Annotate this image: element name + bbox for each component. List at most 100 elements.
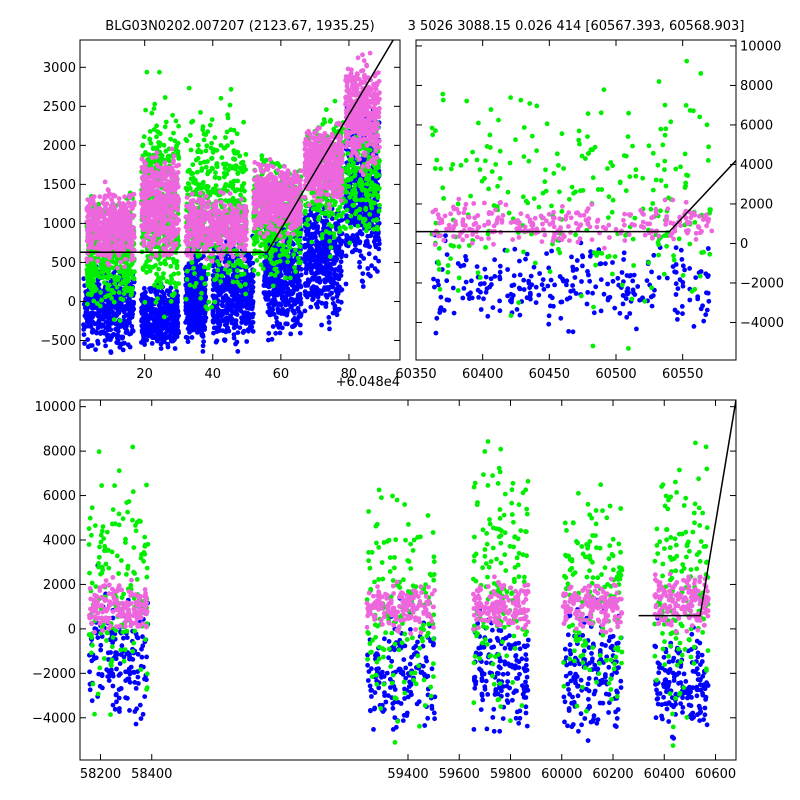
- data-point-green: [208, 189, 214, 195]
- data-point-blue: [246, 251, 252, 257]
- data-point-blue: [244, 305, 250, 311]
- data-point-blue: [291, 258, 296, 264]
- data-point-blue: [211, 330, 216, 336]
- data-point-green: [187, 167, 192, 173]
- data-point-blue: [215, 292, 221, 298]
- data-point-green: [237, 153, 243, 159]
- data-point-blue: [365, 266, 371, 271]
- data-point-green: [201, 264, 207, 270]
- data-point-blue: [323, 292, 329, 298]
- data-point-blue: [283, 271, 289, 276]
- data-point-blue: [153, 290, 158, 295]
- data-point-blue: [103, 313, 108, 318]
- data-point-blue: [250, 284, 256, 290]
- data-point-green: [85, 301, 90, 307]
- data-point-blue: [233, 310, 239, 316]
- data-point-green: [209, 140, 215, 146]
- data-point-blue: [333, 221, 338, 227]
- data-point-green: [130, 270, 136, 276]
- data-point-blue: [105, 323, 111, 329]
- data-point-blue: [225, 274, 230, 279]
- data-point-blue: [200, 285, 206, 291]
- data-point-green: [212, 299, 218, 305]
- data-point-green: [227, 198, 232, 204]
- data-point-green: [195, 169, 200, 175]
- data-point-green: [183, 185, 189, 191]
- data-point-blue: [297, 330, 303, 336]
- data-point-green: [243, 264, 249, 270]
- data-point-blue: [290, 308, 296, 313]
- data-point-green: [274, 259, 280, 265]
- data-point-green: [142, 299, 148, 305]
- data-point-green: [94, 301, 100, 306]
- data-point-blue: [238, 308, 244, 314]
- data-point-blue: [326, 320, 332, 325]
- data-point-blue: [105, 309, 110, 315]
- data-point-blue: [344, 203, 349, 209]
- data-point-blue: [89, 329, 95, 335]
- data-point-blue: [319, 218, 325, 224]
- data-point-blue: [270, 324, 276, 329]
- data-point-green: [196, 185, 202, 191]
- data-point-blue: [113, 326, 118, 332]
- data-point-green: [116, 290, 122, 295]
- data-point-green: [240, 169, 246, 175]
- data-point-blue: [312, 262, 318, 268]
- data-point-blue: [278, 278, 284, 284]
- data-point-blue: [328, 279, 334, 285]
- data-point-green: [198, 160, 203, 166]
- data-point-green: [231, 178, 237, 184]
- data-point-blue: [316, 270, 321, 275]
- data-point-blue: [360, 271, 366, 276]
- data-point-blue: [124, 306, 130, 312]
- data-point-blue: [227, 285, 232, 291]
- data-point-blue: [194, 301, 200, 307]
- data-point-blue: [314, 276, 319, 281]
- data-point-green: [184, 268, 190, 274]
- data-point-blue: [174, 307, 180, 312]
- data-point-green: [203, 148, 209, 154]
- data-point-green: [252, 236, 258, 242]
- data-point-green: [230, 185, 236, 191]
- data-point-blue: [290, 290, 296, 295]
- data-point-blue: [308, 304, 314, 310]
- data-point-green: [151, 145, 156, 151]
- data-point-green: [238, 192, 244, 198]
- data-point-green: [263, 254, 268, 260]
- data-point-blue: [84, 306, 89, 312]
- data-point-blue: [273, 330, 279, 336]
- data-point-green: [114, 284, 120, 290]
- data-point-blue: [334, 273, 340, 278]
- data-point-blue: [269, 311, 275, 317]
- data-point-blue: [85, 323, 91, 329]
- data-point-blue: [280, 285, 286, 290]
- data-point-blue: [118, 324, 124, 329]
- data-point-green: [276, 242, 282, 248]
- data-point-blue: [96, 324, 101, 330]
- data-point-green: [141, 134, 147, 140]
- data-point-green: [237, 261, 242, 266]
- data-point-blue: [149, 341, 155, 346]
- data-point-blue: [98, 331, 103, 336]
- data-point-green: [213, 170, 218, 176]
- data-point-blue: [103, 320, 109, 325]
- data-point-blue: [283, 302, 288, 308]
- data-point-blue: [141, 286, 147, 291]
- data-point-green: [232, 157, 238, 162]
- data-point-blue: [357, 239, 363, 245]
- data-point-blue: [298, 314, 303, 319]
- data-point-blue: [183, 320, 189, 325]
- data-point-blue: [343, 281, 349, 287]
- data-point-green: [287, 245, 292, 250]
- data-point-blue: [250, 304, 255, 310]
- data-point-blue: [357, 259, 362, 265]
- data-point-blue: [329, 284, 335, 290]
- data-point-green: [89, 272, 95, 278]
- data-point-blue: [326, 315, 332, 320]
- data-point-blue: [275, 308, 281, 314]
- data-point-green: [121, 286, 127, 292]
- data-point-blue: [215, 314, 221, 320]
- data-point-green: [168, 299, 174, 304]
- data-point-blue: [225, 325, 231, 331]
- data-point-blue: [84, 319, 90, 325]
